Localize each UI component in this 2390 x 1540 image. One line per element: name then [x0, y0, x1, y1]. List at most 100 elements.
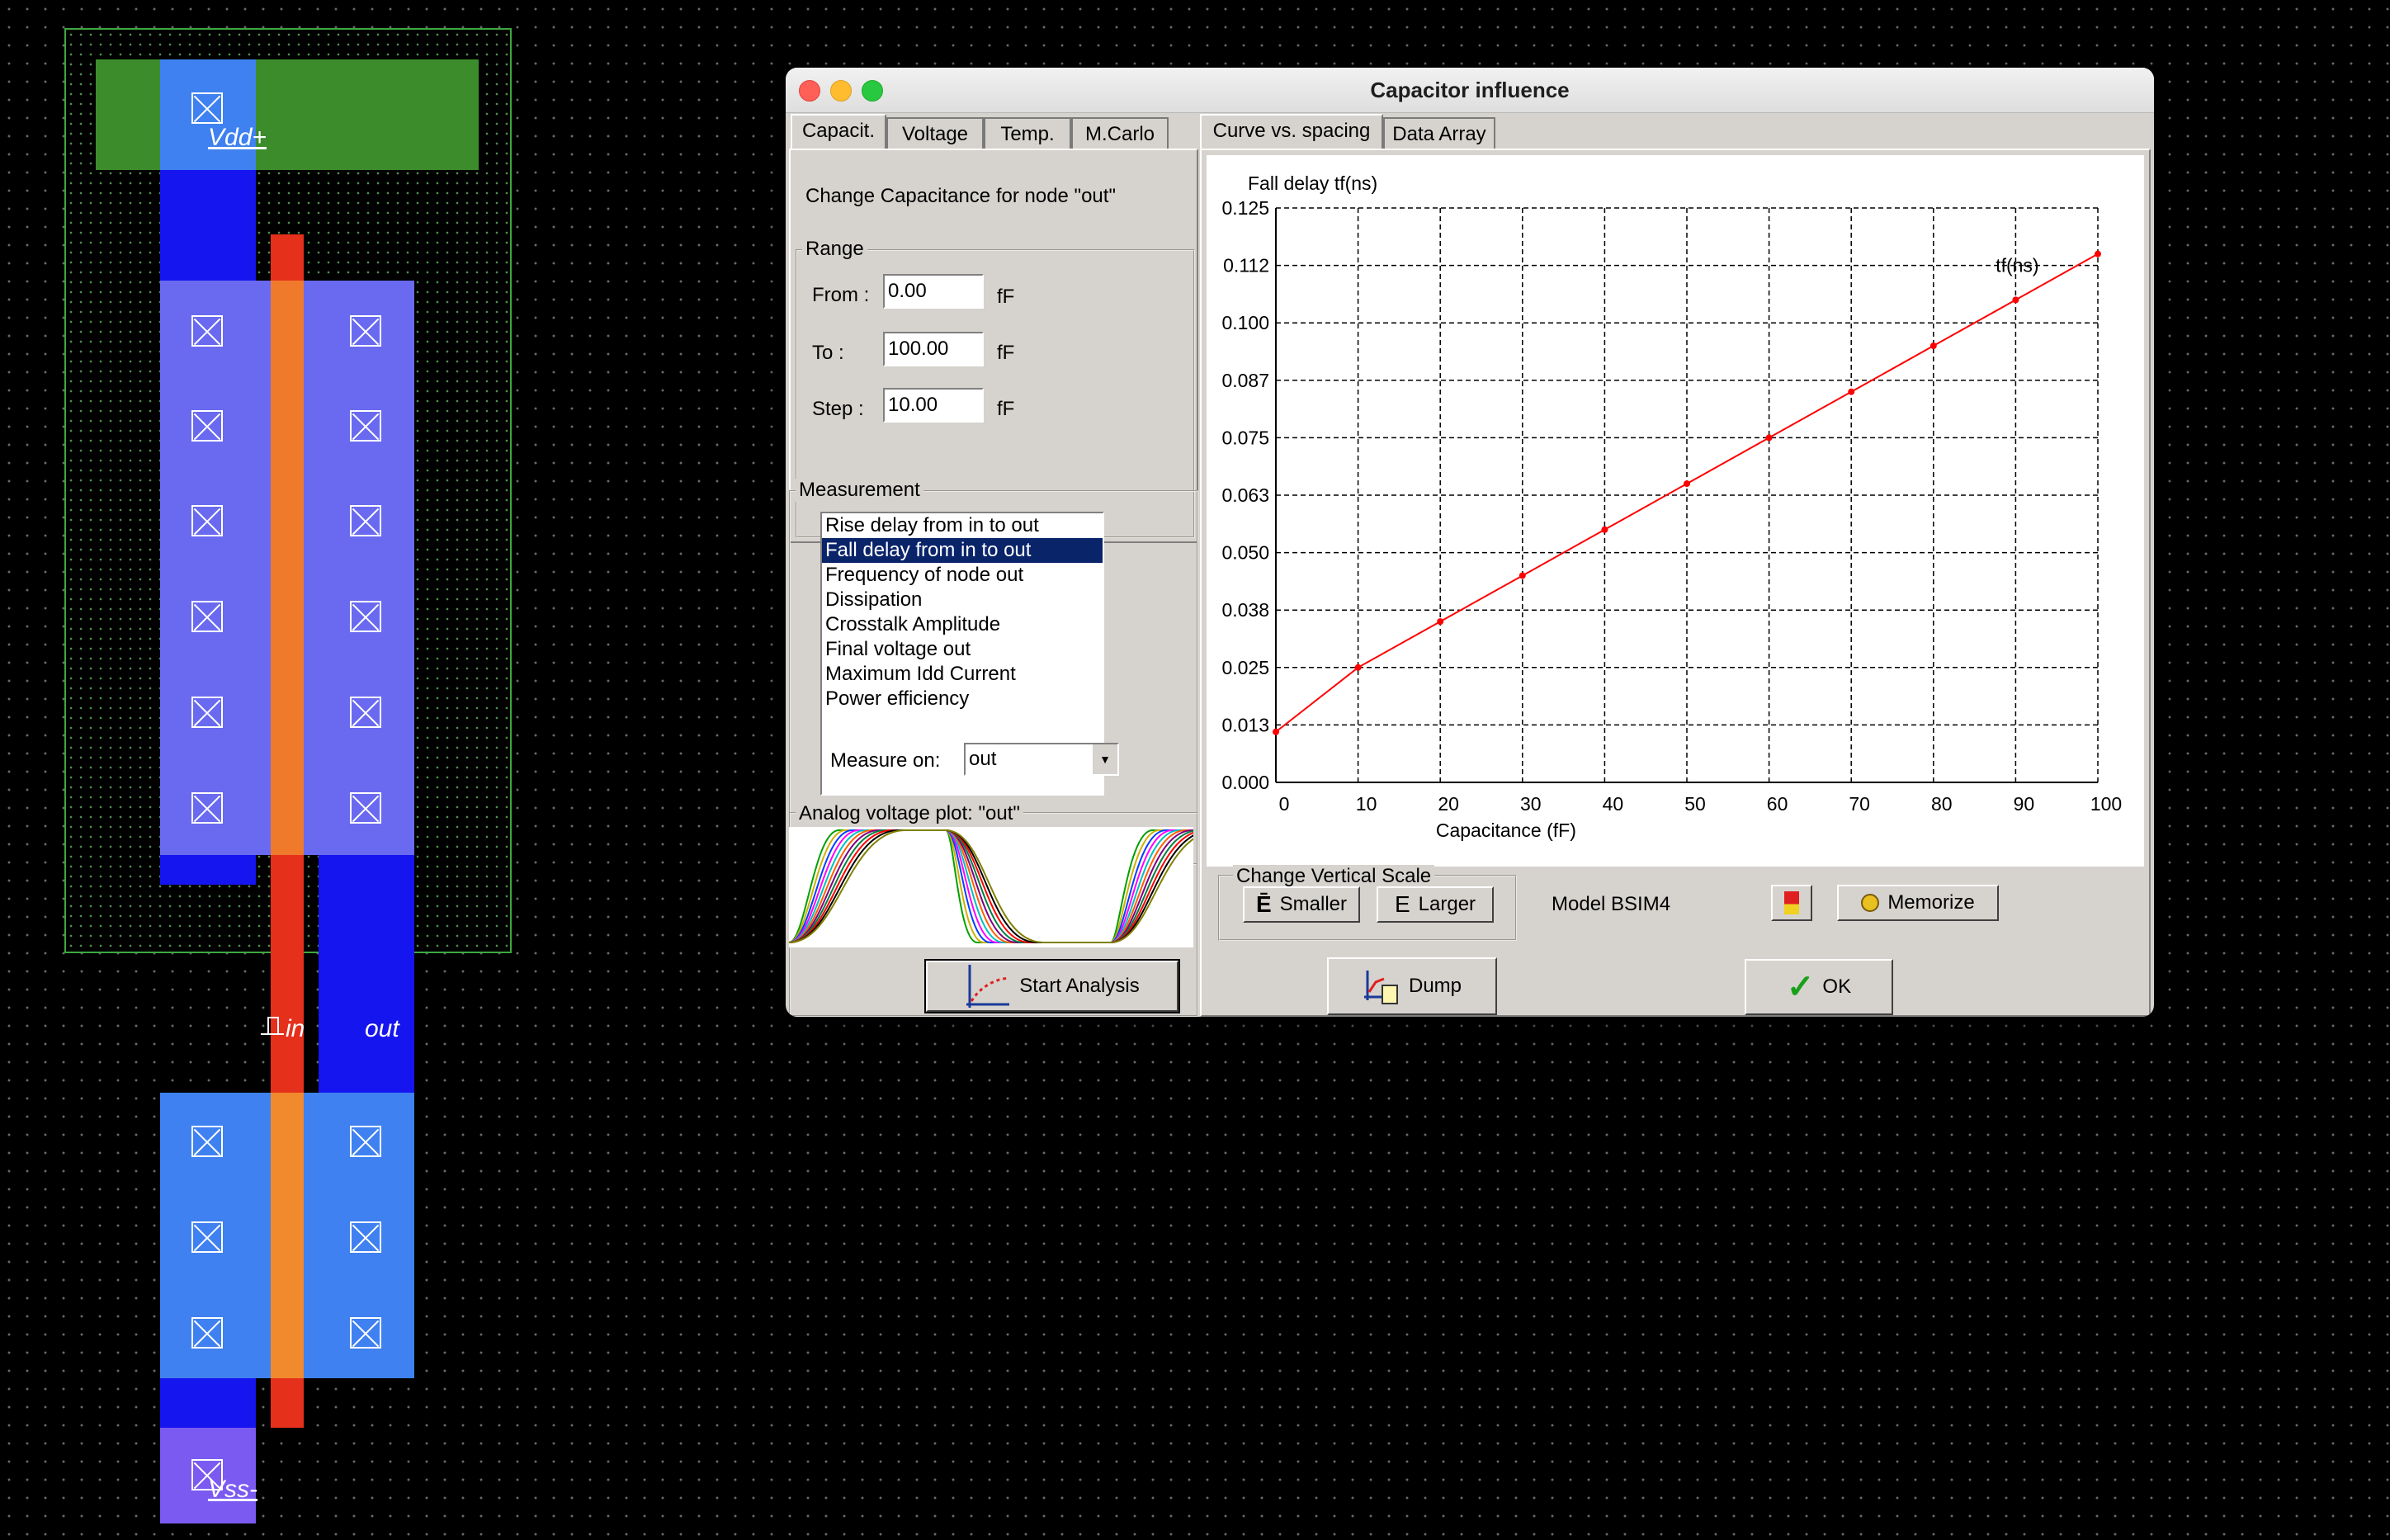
- contact-icon: [350, 505, 381, 536]
- brush-icon: [1784, 891, 1799, 914]
- contact-icon: [191, 697, 223, 728]
- contact-icon: [191, 1221, 223, 1253]
- tab-curve-vs-spacing[interactable]: Curve vs. spacing: [1200, 114, 1383, 149]
- gate-overlap-n: [271, 1093, 304, 1378]
- voltage-waveform: [789, 829, 1193, 943]
- contact-icon: [191, 315, 223, 347]
- y-tick-label: 0.050: [1221, 542, 1269, 564]
- memorize-button-label: Memorize: [1887, 891, 1975, 914]
- memorize-button[interactable]: Memorize: [1837, 885, 1999, 921]
- analog-voltage-plot: [789, 827, 1193, 947]
- x-tick-label: 10: [1356, 793, 1377, 815]
- smaller-button[interactable]: Ē Smaller: [1243, 886, 1360, 923]
- contact-icon: [350, 410, 381, 442]
- out-label[interactable]: out: [365, 1015, 399, 1042]
- y-tick-label: 0.038: [1221, 599, 1269, 621]
- step-field[interactable]: 10.00: [883, 388, 984, 423]
- voltage-waveform: [789, 829, 1193, 943]
- data-point: [1273, 728, 1279, 735]
- scale-larger-icon: E: [1394, 891, 1410, 917]
- scale-smaller-icon: Ē: [1255, 891, 1272, 917]
- vss-label[interactable]: Vss-: [208, 1476, 257, 1503]
- to-unit: fF: [997, 342, 1015, 364]
- gate-overlap-p: [271, 281, 304, 855]
- measure-on-value: out: [969, 748, 997, 770]
- measure-on-select[interactable]: out ▼: [964, 743, 1119, 776]
- contact-icon: [350, 697, 381, 728]
- vertical-scale-title: Change Vertical Scale: [1233, 865, 1435, 888]
- memorize-icon: [1861, 894, 1880, 912]
- x-tick-label: 20: [1438, 793, 1459, 815]
- y-tick-label: 0.013: [1221, 714, 1269, 735]
- measurement-item[interactable]: Final voltage out: [825, 638, 971, 660]
- data-point: [1354, 664, 1362, 671]
- smaller-button-label: Smaller: [1279, 893, 1348, 915]
- measurement-item[interactable]: Dissipation: [825, 588, 923, 611]
- data-point: [1601, 526, 1608, 533]
- x-axis-label: Capacitance (fF): [1436, 820, 1576, 841]
- tab-mcarlo[interactable]: M.Carlo: [1071, 117, 1169, 149]
- y-tick-label: 0.087: [1221, 370, 1269, 391]
- tab-capacit[interactable]: Capacit.: [791, 114, 886, 149]
- data-point: [2012, 296, 2019, 304]
- zoom-window-button[interactable]: [862, 80, 883, 102]
- x-tick-label: 90: [2014, 793, 2035, 815]
- start-analysis-button[interactable]: Start Analysis: [924, 959, 1180, 1013]
- contact-icon: [191, 1459, 223, 1490]
- chevron-down-icon[interactable]: ▼: [1091, 744, 1117, 774]
- x-tick-label: 0: [1279, 793, 1290, 815]
- tab-temp[interactable]: Temp.: [984, 117, 1071, 149]
- dump-icon: [1363, 971, 1398, 1004]
- tab-voltage[interactable]: Voltage: [886, 117, 984, 149]
- vdd-metal-rail: [96, 59, 479, 170]
- x-tick-label: 70: [1849, 793, 1870, 815]
- measurement-group-title: Measurement: [796, 479, 923, 502]
- measurement-item[interactable]: Maximum Idd Current: [825, 663, 1016, 685]
- contact-icon: [191, 792, 223, 824]
- tab-data-array[interactable]: Data Array: [1383, 117, 1495, 149]
- x-tick-label: 80: [1931, 793, 1953, 815]
- y-tick-label: 0.112: [1223, 255, 1269, 276]
- measurement-item[interactable]: Rise delay from in to out: [825, 514, 1039, 536]
- voltage-waveform: [789, 829, 1193, 943]
- x-tick-label: 100: [2090, 793, 2122, 815]
- close-window-button[interactable]: [799, 80, 820, 102]
- measurement-item[interactable]: Fall delay from in to out: [822, 538, 1103, 563]
- dump-button[interactable]: Dump: [1327, 957, 1497, 1015]
- x-tick-label: 60: [1767, 793, 1788, 815]
- from-unit: fF: [997, 286, 1015, 308]
- to-label: To :: [812, 342, 844, 364]
- voltage-waveform: [789, 829, 1193, 943]
- range-group-title: Range: [802, 238, 867, 261]
- dialog-title: Capacitor influence: [1370, 78, 1570, 102]
- y-tick-label: 0.025: [1221, 657, 1269, 678]
- from-field[interactable]: 0.00: [883, 274, 984, 309]
- data-point: [1684, 480, 1690, 488]
- measurement-item[interactable]: Frequency of node out: [825, 564, 1024, 586]
- measurement-item[interactable]: Crosstalk Amplitude: [825, 613, 1001, 635]
- minimize-window-button[interactable]: [830, 80, 852, 102]
- to-field[interactable]: 100.00: [883, 332, 984, 366]
- measurement-item[interactable]: Power efficiency: [825, 687, 970, 710]
- chart-area: 0.000 0.013 0.025 0.038 0.050 0.063 0.075 0.087…: [1207, 155, 2144, 867]
- contact-icon: [350, 1126, 381, 1157]
- capacitor-influence-dialog: Capacitor influence Capacit. Voltage Tem…: [786, 68, 2154, 1017]
- vss-metal-strip: [160, 1378, 256, 1428]
- larger-button[interactable]: E Larger: [1377, 886, 1494, 923]
- in-label[interactable]: in: [286, 1015, 305, 1042]
- contact-icon: [191, 1126, 223, 1157]
- ok-button[interactable]: ✓ OK: [1745, 959, 1893, 1015]
- curve-panel: [1200, 149, 2151, 1017]
- measure-on-label: Measure on:: [830, 749, 941, 772]
- contact-icon: [350, 1221, 381, 1253]
- color-button[interactable]: [1771, 885, 1812, 921]
- pulse-icon: [261, 1017, 284, 1035]
- contact-icon: [191, 92, 223, 124]
- voltage-waveform: [789, 829, 1193, 943]
- series-label: tf(ns): [1996, 254, 2038, 276]
- title-bar[interactable]: Capacitor influence: [786, 68, 2154, 113]
- x-tick-label: 40: [1603, 793, 1624, 815]
- vdd-label[interactable]: Vdd+: [208, 124, 267, 151]
- start-analysis-label: Start Analysis: [1019, 975, 1140, 997]
- cmos-inverter-layout: Vdd+ in out Vss-: [0, 0, 594, 1540]
